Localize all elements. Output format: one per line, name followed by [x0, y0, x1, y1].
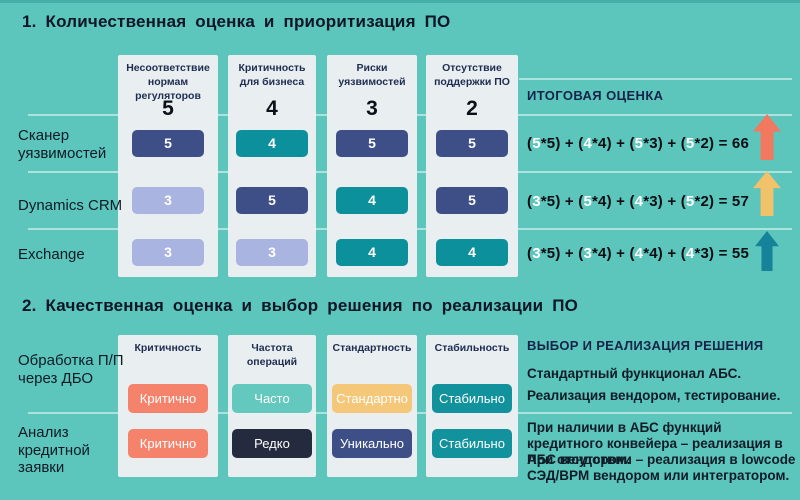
up-arrow-icon: [755, 231, 779, 271]
assessment-badge: Уникально: [332, 429, 412, 458]
up-arrow-icon: [753, 171, 781, 216]
score-cell: 5: [336, 130, 408, 157]
score-cell: 3: [132, 239, 204, 266]
decision-line: Стандартный функционал АБС.: [527, 366, 742, 381]
top-border: [0, 0, 800, 3]
decision-paragraph: При отсутствии – реализация в lowcode СЭ…: [527, 452, 796, 484]
formula-value: 5: [685, 135, 695, 152]
assessment-badge: Критично: [128, 429, 208, 458]
formula-value: 4: [634, 193, 644, 210]
criteria-header: Частота операций: [246, 342, 298, 368]
assessment-badge: Стабильно: [432, 384, 512, 413]
score-cell: 4: [236, 130, 308, 157]
criteria-weight: 3: [366, 97, 378, 120]
criteria-header: Критичность: [134, 342, 202, 354]
criteria-header: Отсутствие поддержки ПО: [434, 62, 510, 88]
decision-line: Реализация вендором, тестирование.: [527, 388, 781, 403]
score-cell: 5: [436, 187, 508, 214]
score-cell: 4: [436, 239, 508, 266]
formula-value: 4: [583, 135, 592, 152]
assessment-badge: Стандартно: [332, 384, 412, 413]
criteria-header: Стандартность: [332, 342, 412, 354]
score-cell: 5: [436, 130, 508, 157]
row-label: Exchange: [18, 246, 85, 263]
decision-paragraph: При наличии в АБС функций кредитного кон…: [527, 420, 783, 468]
row-label: Сканер уязвимостей: [18, 127, 107, 162]
criteria-header: Критичность для бизнеса: [238, 62, 306, 88]
score-cell: 3: [236, 239, 308, 266]
formula-value: 4: [634, 245, 644, 262]
row-label: Анализ кредитной заявки: [18, 424, 90, 477]
score-cell: 3: [132, 187, 204, 214]
score-formula: (5*5) + (4*4) + (5*3) + (5*2) = 66: [527, 135, 750, 152]
assessment-badge: Редко: [232, 429, 312, 458]
section2-title: 2. Качественная оценка и выбор решения п…: [22, 296, 579, 315]
score-cell: 4: [336, 187, 408, 214]
section1-title: 1. Количественная оценка и приоритизация…: [22, 12, 451, 31]
score-formula: (3*5) + (5*4) + (4*3) + (5*2) = 57: [527, 193, 750, 210]
decision-heading: ВЫБОР И РЕАЛИЗАЦИЯ РЕШЕНИЯ: [527, 338, 764, 353]
formula-value: 3: [532, 245, 541, 262]
formula-value: 3: [583, 245, 592, 262]
formula-value: 4: [685, 245, 695, 262]
assessment-badge: Критично: [128, 384, 208, 413]
row-label: Обработка П/П через ДБО: [18, 352, 124, 387]
score-cell: 4: [336, 239, 408, 266]
criteria-weight: 5: [162, 97, 174, 120]
up-arrow-icon: [753, 114, 781, 160]
formula-value: 5: [583, 193, 592, 210]
formula-value: 3: [532, 193, 541, 210]
formula-value: 5: [685, 193, 695, 210]
score-cell: 5: [132, 130, 204, 157]
score-cell: 5: [236, 187, 308, 214]
criteria-weight: 2: [466, 97, 478, 120]
criteria-header: Стабильность: [434, 342, 510, 354]
divider: [519, 78, 792, 80]
criteria-header: Несоответствие нормам регуляторов: [126, 62, 210, 102]
criteria-header: Риски уязвимостей: [338, 62, 406, 88]
score-formula: (3*5) + (3*4) + (4*4) + (4*3) = 55: [527, 245, 750, 262]
total-score-heading: ИТОГОВАЯ ОЦЕНКА: [527, 88, 664, 103]
formula-value: 5: [634, 135, 644, 152]
formula-value: 5: [532, 135, 541, 152]
row-label: Dynamics CRM: [18, 197, 123, 214]
assessment-badge: Часто: [232, 384, 312, 413]
assessment-badge: Стабильно: [432, 429, 512, 458]
criteria-weight: 4: [266, 97, 278, 120]
